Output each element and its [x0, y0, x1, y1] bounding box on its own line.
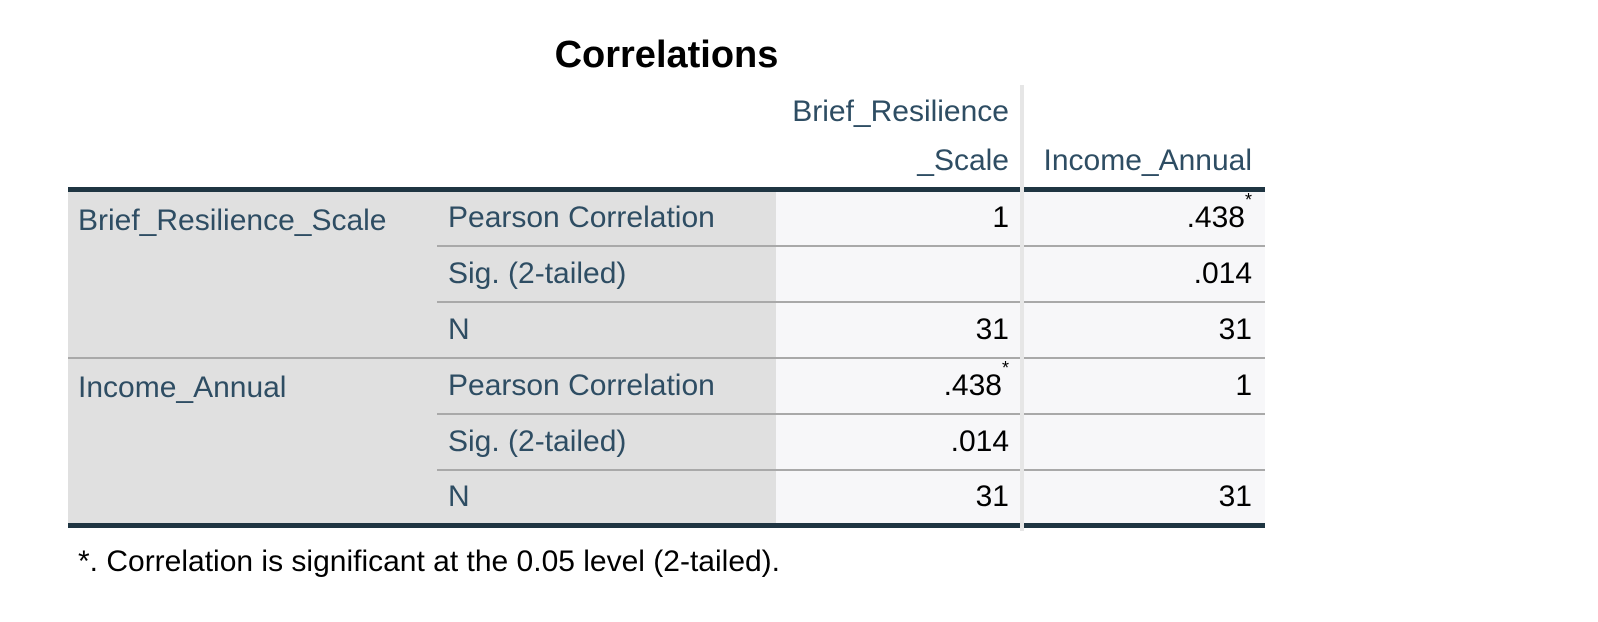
value-cell	[776, 245, 1022, 303]
column-header-line: _Scale	[917, 144, 1009, 177]
column-header-brief-resilience-scale: Brief_Resilience _Scale	[776, 85, 1022, 192]
table-row: N 31 31	[68, 469, 1265, 528]
row-group-label-income-annual: Income_Annual	[68, 357, 437, 528]
significance-star: *	[1244, 190, 1252, 211]
value-cell: .438*	[776, 357, 1022, 415]
column-header-income-annual: Income_Annual	[1022, 85, 1265, 192]
table-row: Brief_Resilience_Scale Pearson Correlati…	[68, 189, 1265, 359]
value-cell: 31	[1022, 301, 1265, 359]
table-row: Sig. (2-tailed) .014	[68, 245, 1265, 303]
column-header-line: Brief_Resilience	[792, 95, 1009, 128]
table-row: Sig. (2-tailed) .014	[68, 413, 1265, 471]
correlations-table: Brief_Resilience _Scale Income_Annual Br…	[68, 85, 1265, 531]
cell-value: .438	[1186, 201, 1245, 235]
cell-value: 31	[975, 312, 1009, 346]
table-row: N 31 31	[68, 301, 1265, 359]
stat-label: Pearson Correlation	[437, 189, 776, 247]
column-header-line: Income_Annual	[1043, 144, 1252, 177]
value-cell: .014	[776, 413, 1022, 471]
correlation-matrix: Brief_Resilience _Scale Income_Annual Br…	[68, 85, 1265, 528]
cell-value: 31	[1218, 312, 1252, 346]
cell-value: 31	[1218, 479, 1252, 513]
column-divider-line	[1020, 85, 1024, 531]
cell-value: 31	[975, 479, 1009, 513]
value-cell: 1	[776, 189, 1022, 247]
value-cell	[1022, 413, 1265, 471]
header-row: Brief_Resilience _Scale Income_Annual	[68, 85, 1265, 192]
table-row: Income_Annual Pearson Correlation .438* …	[68, 357, 1265, 528]
cell-value: .438	[943, 368, 1002, 402]
row-group-label-brief-resilience-scale: Brief_Resilience_Scale	[68, 189, 437, 359]
stat-label: N	[437, 469, 776, 528]
header-corner-spacer	[68, 85, 776, 192]
value-cell: 31	[776, 469, 1022, 528]
significance-star: *	[1001, 357, 1009, 378]
cell-value: .014	[950, 424, 1009, 458]
value-cell: 31	[776, 301, 1022, 359]
stat-label: N	[437, 301, 776, 359]
value-cell: .438*	[1022, 189, 1265, 247]
stat-label: Sig. (2-tailed)	[437, 245, 776, 303]
value-cell: 1	[1022, 357, 1265, 415]
value-cell: .014	[1022, 245, 1265, 303]
stat-label: Sig. (2-tailed)	[437, 413, 776, 471]
cell-value: .014	[1193, 256, 1252, 290]
stat-label: Pearson Correlation	[437, 357, 776, 415]
cell-value: 1	[1235, 368, 1252, 402]
significance-footnote: *. Correlation is significant at the 0.0…	[78, 545, 781, 578]
value-cell: 31	[1022, 469, 1265, 528]
cell-value: 1	[992, 201, 1009, 235]
table-title: Correlations	[554, 34, 779, 76]
